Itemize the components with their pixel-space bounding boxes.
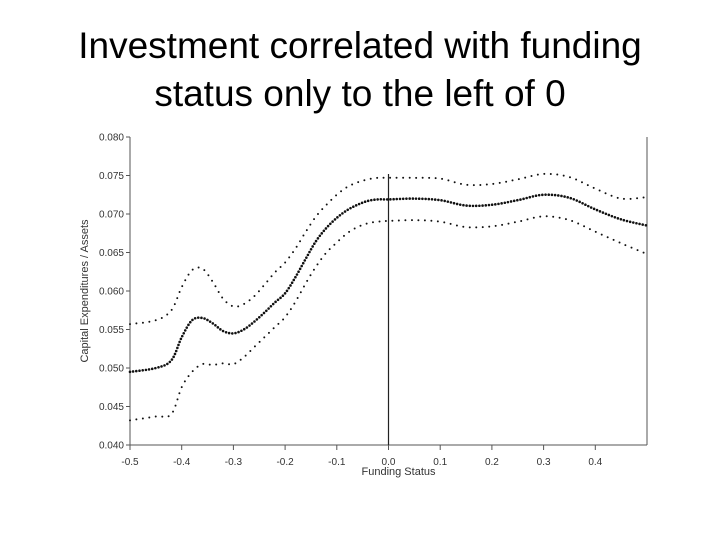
chart-series [128,172,649,422]
slide-title-line-2: status only to the left of 0 [154,73,566,114]
x-tick-label: -0.4 [173,457,191,468]
series-line-estimate-line [128,193,649,374]
x-axis-label: Funding Status [362,466,436,478]
y-tick-label: 0.070 [99,210,124,221]
y-tick-label: 0.060 [99,287,124,298]
y-axis-label: Capital Expenditures / Assets [79,219,91,363]
y-tick-label: 0.055 [99,325,124,336]
y-tick-label: 0.040 [99,441,124,452]
y-tick-label: 0.050 [99,364,124,375]
x-tick-label: 0.3 [537,457,551,468]
x-tick-label: -0.2 [276,457,294,468]
slide-title-line-1: Investment correlated with funding [78,25,642,66]
y-tick-label: 0.045 [99,402,124,413]
slide-title: Investment correlated with funding statu… [0,22,720,118]
x-tick-label: -0.1 [328,457,346,468]
y-tick-label: 0.065 [99,248,124,259]
x-tick-label: -0.5 [121,457,139,468]
chart-axes: 0.040 0.045 0.050 0.055 0.060 0.065 0.070 0.075… [99,133,648,468]
x-tick-label: 0.2 [485,457,499,468]
y-tick-label: 0.075 [99,171,124,182]
x-tick-label: 0.1 [433,457,447,468]
x-tick-label: -0.3 [225,457,243,468]
y-tick-label: 0.080 [99,133,124,144]
x-tick-label: 0.4 [588,457,602,468]
series-line-lower-confidence-band [129,215,648,422]
x-tick-label: 0.0 [382,457,396,468]
